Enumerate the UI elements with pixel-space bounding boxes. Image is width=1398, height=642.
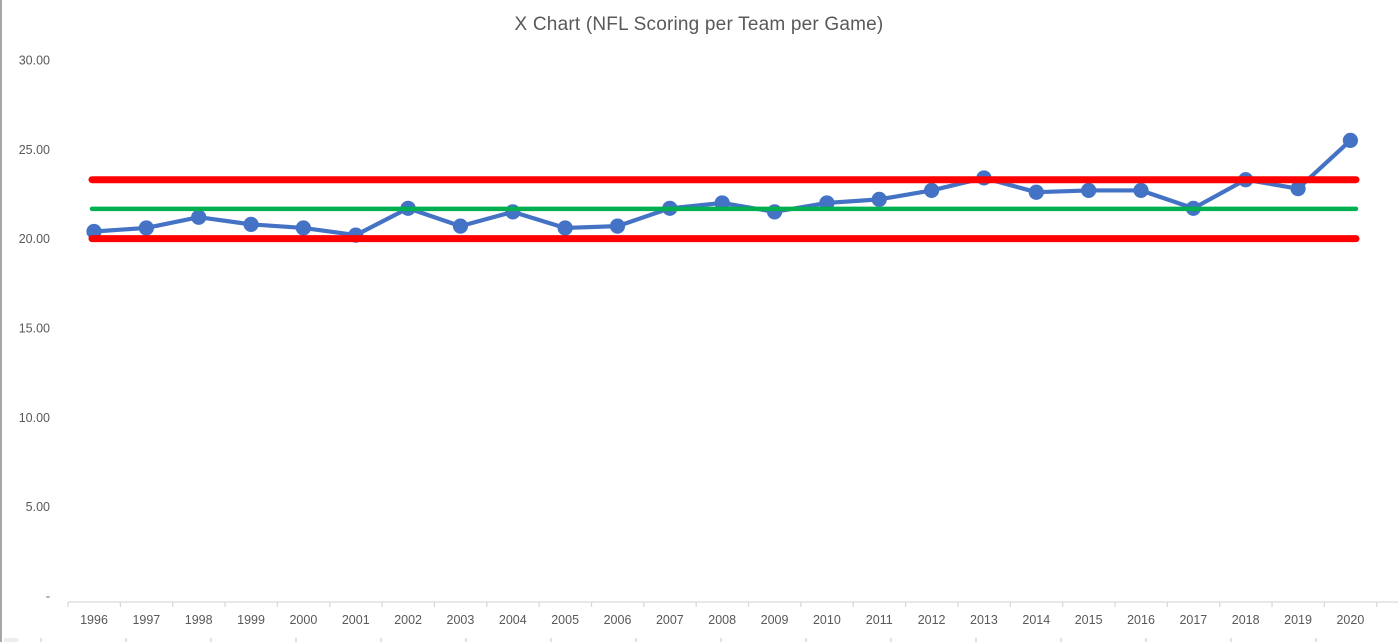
data-point bbox=[871, 191, 887, 207]
x-axis-label: 1997 bbox=[132, 613, 160, 627]
y-axis-label: 5.00 bbox=[26, 500, 50, 514]
data-point bbox=[1133, 182, 1149, 199]
x-axis-label: 2019 bbox=[1284, 613, 1312, 627]
data-point bbox=[505, 204, 521, 220]
x-axis-label: 2014 bbox=[1022, 613, 1050, 627]
x-axis-label: 2001 bbox=[342, 613, 370, 627]
x-axis-label: 2007 bbox=[656, 613, 684, 627]
y-axis-label: - bbox=[46, 590, 50, 604]
x-axis-label: 2017 bbox=[1179, 613, 1207, 627]
data-point bbox=[295, 220, 311, 236]
x-axis-label: 1998 bbox=[185, 613, 213, 627]
data-point bbox=[766, 204, 783, 220]
x-axis-label: 2004 bbox=[499, 613, 527, 627]
x-axis-label: 2015 bbox=[1075, 613, 1103, 627]
x-axis-label: 2005 bbox=[551, 613, 579, 627]
x-axis-label: 2000 bbox=[289, 613, 317, 627]
x-axis-label: 2011 bbox=[866, 613, 893, 627]
data-point bbox=[1028, 184, 1044, 200]
data-point bbox=[924, 182, 940, 199]
background-cell-corner bbox=[4, 638, 18, 642]
x-axis-label: 2018 bbox=[1232, 613, 1260, 627]
chart-title: X Chart (NFL Scoring per Team per Game) bbox=[514, 14, 884, 35]
y-axis-label: 30.00 bbox=[19, 54, 50, 68]
x-axis-label: 2008 bbox=[708, 613, 736, 627]
data-point bbox=[609, 218, 626, 234]
x-axis-label: 2003 bbox=[447, 613, 475, 627]
y-axis-label: 15.00 bbox=[19, 322, 50, 336]
x-axis-label: 1996 bbox=[80, 613, 108, 627]
data-series-line bbox=[91, 138, 1353, 238]
y-axis-label: 25.00 bbox=[19, 143, 50, 157]
x-axis-label: 2002 bbox=[394, 613, 422, 627]
data-point bbox=[1081, 182, 1097, 199]
data-point bbox=[452, 218, 469, 234]
x-axis-label: 2012 bbox=[918, 613, 946, 627]
x-axis-label: 2009 bbox=[761, 613, 789, 627]
x-axis-label: 2010 bbox=[813, 613, 841, 627]
data-point bbox=[1342, 132, 1358, 148]
data-point bbox=[1290, 181, 1306, 197]
left-edge-border bbox=[0, 0, 2, 642]
data-point bbox=[557, 220, 573, 236]
y-axis-label: 20.00 bbox=[19, 232, 50, 246]
x-axis-label: 1999 bbox=[237, 613, 265, 627]
x-axis-label: 2006 bbox=[604, 613, 632, 627]
y-axis-label: 10.00 bbox=[19, 411, 50, 425]
data-point bbox=[243, 216, 259, 232]
x-axis-label: 2013 bbox=[970, 613, 998, 627]
x-axis-label: 2020 bbox=[1336, 613, 1364, 627]
x-axis-label: 2016 bbox=[1127, 613, 1155, 627]
data-point bbox=[191, 209, 207, 225]
data-point bbox=[138, 220, 154, 236]
